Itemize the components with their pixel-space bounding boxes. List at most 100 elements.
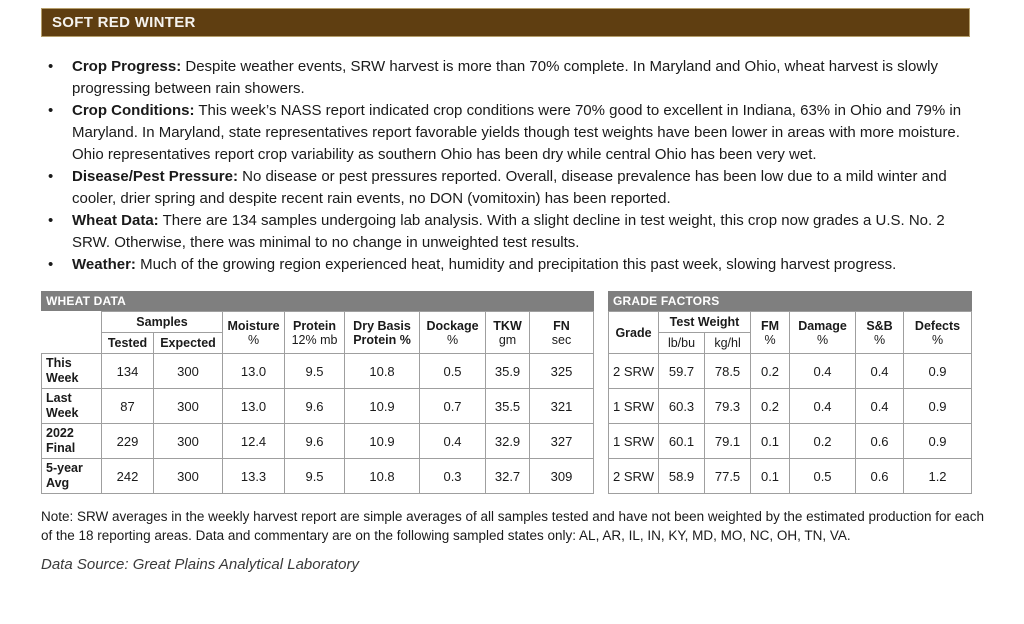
col-header-expected: Expected	[152, 332, 224, 354]
cell-grade: 1 SRW	[608, 388, 660, 424]
cell-protein: 9.6	[284, 423, 346, 459]
bullet-crop-progress: Crop Progress: Despite weather events, S…	[41, 56, 971, 100]
cell-dry-basis-protein: 10.9	[344, 388, 421, 424]
cell-tested: 134	[101, 353, 154, 389]
cell-fn: 325	[529, 353, 595, 389]
cell-tested: 87	[101, 388, 154, 424]
table-row-grade-1: 2 SRW 59.7 78.5 0.2 0.4 0.4 0.9	[608, 353, 973, 389]
col-header-grade: Grade	[608, 311, 660, 354]
bullet-weather: Weather: Much of the growing region expe…	[41, 254, 971, 276]
cell-dockage: 0.7	[419, 388, 487, 424]
cell-damage: 0.4	[789, 353, 857, 389]
col-header-damage: Damage %	[789, 311, 857, 354]
cell-fn: 327	[529, 423, 595, 459]
data-source-line: Data Source: Great Plains Analytical Lab…	[41, 556, 1024, 573]
table-row-last-week: Last Week 87 300 13.0 9.6 10.9 0.7 35.5 3…	[41, 388, 595, 424]
cell-tkw: 32.7	[485, 458, 531, 494]
data-source-label: Data Source:	[41, 556, 129, 573]
cell-defects: 0.9	[903, 423, 973, 459]
cell-protein: 9.5	[284, 353, 346, 389]
cell-defects: 0.9	[903, 388, 973, 424]
cell-sb: 0.6	[855, 423, 905, 459]
cell-fm: 0.2	[750, 388, 791, 424]
bullet-text: No disease or pest pressures reported. O…	[72, 168, 947, 207]
cell-grade: 1 SRW	[608, 423, 660, 459]
bullet-disease-pest-pressure: Disease/Pest Pressure: No disease or pes…	[41, 166, 971, 210]
cell-damage: 0.5	[789, 458, 857, 494]
footnote: Note: SRW averages in the weekly harvest…	[41, 509, 985, 543]
col-header-moisture: Moisture %	[222, 311, 286, 354]
cell-dockage: 0.3	[419, 458, 487, 494]
row-label: This Week	[41, 353, 102, 389]
data-source-value: Great Plains Analytical Laboratory	[132, 556, 359, 573]
cell-lb-bu: 60.1	[658, 423, 706, 459]
cell-sb: 0.4	[855, 388, 905, 424]
cell-moisture: 12.4	[222, 423, 286, 459]
row-label: 2022 Final	[41, 423, 102, 459]
cell-kg-hl: 78.5	[704, 353, 752, 389]
cell-dry-basis-protein: 10.9	[344, 423, 421, 459]
bullet-text: There are 134 samples undergoing lab ana…	[72, 212, 945, 251]
cell-expected: 300	[152, 353, 224, 389]
cell-grade: 2 SRW	[608, 353, 660, 389]
cell-fm: 0.2	[750, 353, 791, 389]
cell-tested: 229	[101, 423, 154, 459]
bullet-text: This week’s NASS report indicated crop c…	[72, 102, 962, 163]
cell-lb-bu: 59.7	[658, 353, 706, 389]
cell-defects: 1.2	[903, 458, 973, 494]
row-label: Last Week	[41, 388, 102, 424]
cell-dockage: 0.5	[419, 353, 487, 389]
section-title-bar: SOFT RED WINTER	[41, 8, 970, 37]
cell-kg-hl: 79.3	[704, 388, 752, 424]
cell-fm: 0.1	[750, 423, 791, 459]
cell-defects: 0.9	[903, 353, 973, 389]
cell-moisture: 13.0	[222, 388, 286, 424]
cell-moisture: 13.0	[222, 353, 286, 389]
table-row-this-week: This Week 134 300 13.0 9.5 10.8 0.5 35.9 …	[41, 353, 595, 389]
col-header-sb: S&B %	[855, 311, 905, 354]
bullet-text: Despite weather events, SRW harvest is m…	[72, 58, 938, 97]
table-row-grade-2: 1 SRW 60.3 79.3 0.2 0.4 0.4 0.9	[608, 388, 973, 424]
col-header-lb-bu: lb/bu	[658, 332, 706, 354]
cell-tkw: 35.5	[485, 388, 531, 424]
col-header-test-weight: Test Weight	[658, 311, 752, 333]
bullet-wheat-data: Wheat Data: There are 134 samples underg…	[41, 210, 971, 254]
cell-expected: 300	[152, 423, 224, 459]
cell-dockage: 0.4	[419, 423, 487, 459]
cell-fn: 309	[529, 458, 595, 494]
cell-dry-basis-protein: 10.8	[344, 353, 421, 389]
cell-tkw: 32.9	[485, 423, 531, 459]
col-header-protein: Protein 12% mb	[284, 311, 346, 354]
cell-lb-bu: 60.3	[658, 388, 706, 424]
col-header-dockage: Dockage %	[419, 311, 487, 354]
corner-cell	[41, 311, 102, 354]
table-row-grade-3: 1 SRW 60.1 79.1 0.1 0.2 0.6 0.9	[608, 423, 973, 459]
bullet-label: Disease/Pest Pressure:	[72, 168, 238, 185]
cell-tested: 242	[101, 458, 154, 494]
cell-kg-hl: 79.1	[704, 423, 752, 459]
cell-expected: 300	[152, 458, 224, 494]
cell-expected: 300	[152, 388, 224, 424]
col-header-tested: Tested	[101, 332, 154, 354]
cell-lb-bu: 58.9	[658, 458, 706, 494]
col-header-kg-hl: kg/hl	[704, 332, 752, 354]
bullet-label: Weather:	[72, 256, 136, 273]
bullet-text: Much of the growing region experienced h…	[140, 256, 897, 273]
bullet-label: Crop Conditions:	[72, 102, 195, 119]
cell-fn: 321	[529, 388, 595, 424]
bullet-crop-conditions: Crop Conditions: This week’s NASS report…	[41, 100, 971, 166]
wheat-data-table-title: WHEAT DATA	[41, 291, 595, 311]
summary-bullet-list: Crop Progress: Despite weather events, S…	[41, 56, 971, 276]
tables-section: WHEAT DATA Samples Moisture %	[41, 291, 1024, 494]
cell-sb: 0.6	[855, 458, 905, 494]
cell-dry-basis-protein: 10.8	[344, 458, 421, 494]
table-row-5-year-avg: 5-year Avg 242 300 13.3 9.5 10.8 0.3 32.7…	[41, 458, 595, 494]
page-title: SOFT RED WINTER	[52, 14, 196, 31]
col-header-defects: Defects %	[903, 311, 973, 354]
row-label: 5-year Avg	[41, 458, 102, 494]
grade-factors-table: GRADE FACTORS Grade Test Weight FM %	[608, 291, 973, 494]
cell-tkw: 35.9	[485, 353, 531, 389]
cell-protein: 9.5	[284, 458, 346, 494]
cell-protein: 9.6	[284, 388, 346, 424]
